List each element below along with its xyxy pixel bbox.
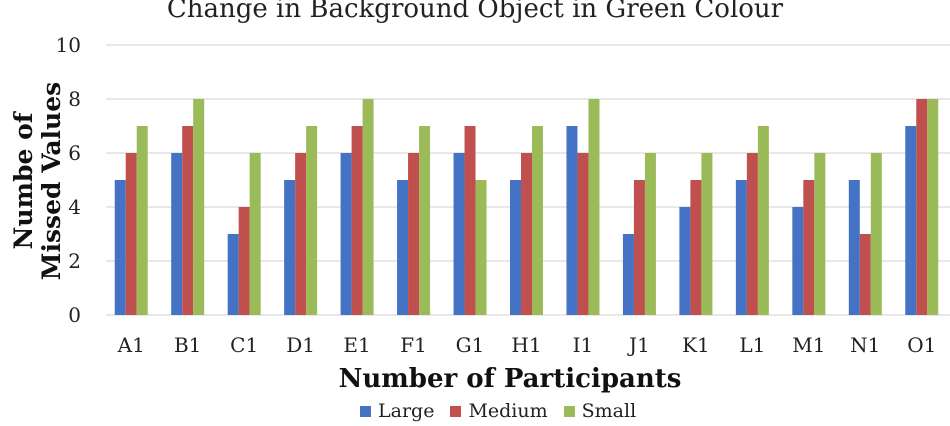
y-tick-label: 10 (56, 33, 81, 57)
bar-small-d1 (306, 126, 318, 315)
y-tick-label: 6 (68, 141, 81, 165)
bar-large-o1 (905, 126, 917, 315)
x-tick-label: B1 (174, 333, 201, 357)
x-tick-label: G1 (456, 333, 485, 357)
bar-medium-g1 (464, 126, 476, 315)
x-axis-label: Number of Participants (338, 364, 682, 394)
bar-large-a1 (114, 180, 126, 315)
y-tick-label: 2 (68, 249, 81, 273)
bar-medium-e1 (351, 126, 363, 315)
bar-medium-k1 (690, 180, 702, 315)
legend-label: Medium (468, 400, 548, 422)
bar-medium-c1 (238, 207, 250, 315)
x-tick-label: E1 (343, 333, 370, 357)
bar-medium-f1 (408, 153, 420, 315)
bar-medium-d1 (295, 153, 307, 315)
legend-swatch (450, 405, 462, 417)
bar-large-e1 (340, 153, 352, 315)
x-tick-label: K1 (682, 333, 710, 357)
bar-large-m1 (792, 207, 804, 315)
x-tick-label: D1 (286, 333, 315, 357)
legend-swatch (360, 405, 371, 417)
bar-small-j1 (644, 153, 656, 315)
bar-large-k1 (679, 207, 691, 315)
bar-medium-n1 (859, 234, 871, 315)
bar-small-l1 (757, 126, 769, 315)
legend-swatch (563, 405, 575, 417)
legend-item-small: Small (563, 400, 637, 422)
bar-medium-j1 (633, 180, 645, 315)
bar-small-m1 (814, 153, 826, 315)
bar-large-h1 (510, 180, 521, 315)
bar-large-j1 (622, 234, 634, 315)
bar-medium-b1 (182, 126, 194, 315)
bar-large-l1 (735, 180, 747, 315)
bar-large-c1 (227, 234, 239, 315)
bar-small-e1 (362, 99, 374, 315)
legend-label: Large (378, 400, 435, 422)
bar-large-b1 (171, 153, 183, 315)
legend: Large Medium Small (360, 400, 652, 422)
bar-small-o1 (927, 99, 939, 315)
x-tick-label: J1 (627, 333, 650, 357)
bar-small-c1 (249, 153, 261, 315)
bar-small-n1 (870, 153, 882, 315)
y-tick-label: 8 (68, 87, 81, 111)
bar-small-f1 (419, 126, 431, 315)
bar-medium-o1 (916, 99, 928, 315)
bar-large-d1 (284, 180, 296, 315)
y-tick-label: 4 (68, 195, 81, 219)
legend-item-large: Large (360, 400, 434, 422)
bar-medium-i1 (577, 153, 589, 315)
x-tick-label: L1 (739, 333, 765, 357)
bar-small-h1 (532, 126, 543, 315)
bar-large-n1 (848, 180, 860, 315)
x-tick-label: M1 (792, 333, 825, 357)
x-tick-label: O1 (907, 333, 936, 357)
bar-small-i1 (588, 99, 600, 315)
bar-medium-l1 (746, 153, 758, 315)
y-tick-label: 0 (68, 303, 81, 327)
x-tick-label: C1 (230, 333, 258, 357)
chart-title: Change in Background Object in Green Col… (166, 0, 784, 24)
legend-label: Small (581, 400, 637, 422)
bar-large-f1 (397, 180, 409, 315)
x-tick-label: N1 (850, 333, 880, 357)
bar-large-g1 (453, 153, 465, 315)
bar-medium-h1 (521, 153, 532, 315)
bar-small-a1 (136, 126, 148, 315)
legend-item-medium: Medium (450, 400, 548, 422)
x-tick-label: I1 (573, 333, 594, 357)
bar-small-g1 (475, 180, 487, 315)
x-tick-label: H1 (511, 333, 541, 357)
x-tick-label: A1 (117, 333, 145, 357)
bar-large-i1 (566, 126, 578, 315)
bar-medium-m1 (803, 180, 815, 315)
bar-small-b1 (193, 99, 205, 315)
bar-small-k1 (701, 153, 713, 315)
x-tick-label: F1 (400, 333, 427, 357)
bar-medium-a1 (125, 153, 137, 315)
